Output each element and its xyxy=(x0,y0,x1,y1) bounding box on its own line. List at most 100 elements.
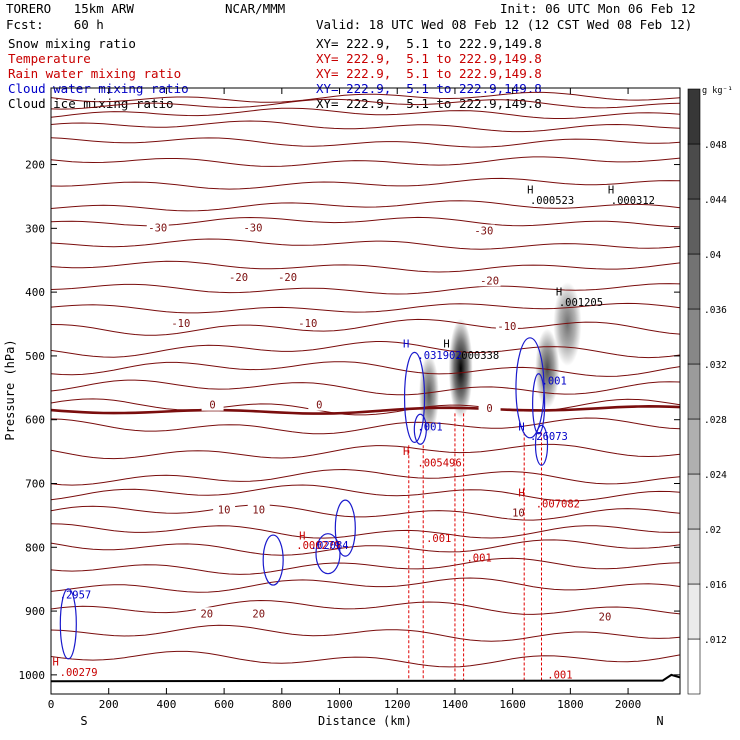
annotation-label: .000523 xyxy=(530,195,574,207)
isotherm-label-bg xyxy=(195,607,218,620)
annotation-label: .26073 xyxy=(530,431,568,443)
annotation-label: .2957 xyxy=(60,589,92,601)
cloud-water-contour-0 xyxy=(403,351,426,443)
temperature-contours: -30 -30 -30 -20 -20 -20 -10 -10 -10 0 0 0 10 10 10 20 20… xyxy=(50,91,681,668)
cloud-water-contour-1 xyxy=(413,413,427,445)
annotation-label: .007082 xyxy=(536,499,580,511)
colorbar-tick-label: .016 xyxy=(704,580,727,591)
isotherm-label-bg xyxy=(308,398,331,411)
annotation-label: .000338 xyxy=(455,350,499,362)
rain-contours xyxy=(408,413,543,682)
isotherm-0 xyxy=(50,91,681,103)
annotation-label: H xyxy=(403,339,409,351)
annotation-label: .005496 xyxy=(417,457,461,469)
isotherm-16 xyxy=(50,379,681,396)
isotherm-19 xyxy=(50,443,681,460)
colorbar-tick-label: .04 xyxy=(704,250,721,261)
field-xy-rain: XY= 222.9, 5.1 to 222.9,149.8 xyxy=(316,66,542,81)
isotherm-label: 0 xyxy=(209,400,215,412)
isotherm-label-bg xyxy=(247,503,270,516)
isotherm-label: -20 xyxy=(278,272,297,284)
annotation-label: .001 xyxy=(426,533,451,545)
terrain-line xyxy=(50,673,681,683)
annotation-label: .000279 xyxy=(296,540,340,552)
snow-shading-layer xyxy=(418,282,582,435)
valid-time: Valid: 18 UTC Wed 08 Feb 12 (12 CST Wed … xyxy=(316,17,693,32)
isotherm-27 xyxy=(50,599,681,615)
isotherm-9 xyxy=(50,238,681,250)
y-tick-label: 900 xyxy=(25,605,45,618)
field-name-rain: Rain water mixing ratio xyxy=(8,66,182,81)
y-tick-label: 800 xyxy=(25,541,45,554)
x-tick-label: 400 xyxy=(156,698,176,711)
isotherm-17 xyxy=(50,398,681,416)
isotherm-24 xyxy=(50,539,681,556)
init-time: Init: 06 UTC Mon 06 Feb 12 xyxy=(500,1,696,16)
annotation-label: .00279 xyxy=(60,667,98,679)
south-label: S xyxy=(80,714,87,728)
colorbar-tick-label: .036 xyxy=(704,305,727,316)
isotherm-label-bg xyxy=(478,401,501,414)
field-xy-temperature: XY= 222.9, 5.1 to 222.9,149.8 xyxy=(316,51,542,66)
isotherm-label-bg xyxy=(241,221,264,234)
colorbar-cell xyxy=(687,198,701,255)
colorbar-cell xyxy=(687,253,701,310)
x-tick-label: 1200 xyxy=(384,698,411,711)
isotherm-label: 10 xyxy=(252,504,265,516)
isotherm-label-bg xyxy=(495,320,518,333)
x-tick-label: 1000 xyxy=(326,698,353,711)
isotherm-26 xyxy=(50,577,681,593)
isotherm-label: 0 xyxy=(316,400,322,412)
ground-line xyxy=(50,673,681,683)
isotherm-label: 20 xyxy=(200,608,213,620)
colorbar-cell xyxy=(687,88,701,145)
colorbar-cell xyxy=(687,473,701,530)
colorbar-cell xyxy=(687,418,701,475)
plot-frame xyxy=(50,87,681,695)
colorbar-cell xyxy=(687,583,701,640)
colorbar-tick-label: .044 xyxy=(704,195,727,206)
y-tick-label: 600 xyxy=(25,414,45,427)
x-tick-label: 1600 xyxy=(499,698,526,711)
y-axis-label: Pressure (hPa) xyxy=(3,339,17,440)
annotation-label: H xyxy=(518,422,524,434)
snow-maximum-2 xyxy=(535,328,560,409)
annotation-label: .02084 xyxy=(311,540,349,552)
annotation-label: .001 xyxy=(547,670,572,682)
x-tick-label: 200 xyxy=(99,698,119,711)
isotherm-label-bg xyxy=(201,398,224,411)
isotherm-label: -10 xyxy=(497,321,516,333)
annotation-label: H xyxy=(52,656,58,668)
annotation-label: H xyxy=(299,531,305,543)
colorbar: .012 .016 .02 .024 .028 .032 .036 .04 .044 .048 g … xyxy=(687,86,733,695)
x-tick-label: 2000 xyxy=(615,698,642,711)
forecast-hour: Fcst: 60 h xyxy=(6,17,104,32)
isotherm-label: -10 xyxy=(298,318,317,330)
annotation-label: H xyxy=(527,184,533,196)
isotherm-label: -20 xyxy=(480,275,499,287)
isotherm-11 xyxy=(50,283,681,295)
colorbar-cell xyxy=(687,528,701,585)
colorbar-cell xyxy=(687,638,701,695)
x-tick-label: 0 xyxy=(48,698,55,711)
isotherm-label-bg xyxy=(296,317,319,330)
colorbar-tick-label: .02 xyxy=(704,525,721,536)
annotation-label: H xyxy=(443,339,449,351)
colorbar-tick-label: .028 xyxy=(704,415,727,426)
isotherm-29 xyxy=(50,650,681,668)
isotherm-label-bg xyxy=(593,610,616,623)
isotherm-label: 10 xyxy=(512,507,525,519)
cloud-water-contour-5 xyxy=(334,499,356,557)
field-xy-snow: XY= 222.9, 5.1 to 222.9,149.8 xyxy=(316,36,542,51)
isotherm-label: -30 xyxy=(474,226,493,238)
isotherm-label-bg xyxy=(472,224,495,237)
y-tick-label: 700 xyxy=(25,477,45,490)
isotherm-label-bg xyxy=(213,503,236,516)
isotherm-label: -30 xyxy=(148,222,167,234)
isotherm-label: -10 xyxy=(171,318,190,330)
x-tick-label: 1800 xyxy=(557,698,584,711)
isotherm-6 xyxy=(50,177,681,190)
y-tick-label: 200 xyxy=(25,159,45,172)
isotherm-10 xyxy=(50,260,681,273)
isotherm-label-bg xyxy=(478,274,501,287)
